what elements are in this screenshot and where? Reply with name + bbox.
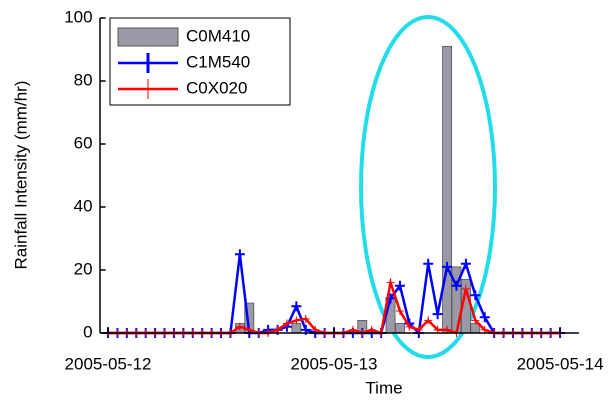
highlight-ellipse <box>359 15 497 359</box>
marker <box>451 280 462 291</box>
marker <box>394 280 405 291</box>
marker <box>432 309 443 320</box>
x-axis-label: Time <box>365 378 402 397</box>
x-tick-label: 2005-05-12 <box>65 354 152 373</box>
legend-swatch <box>117 27 179 47</box>
legend-label: C1M540 <box>186 52 250 71</box>
y-axis-label: Rainfall Intensity (mm/hr) <box>11 81 30 270</box>
line <box>108 277 561 335</box>
marker <box>442 261 453 272</box>
marker <box>234 249 245 260</box>
marker <box>235 322 244 331</box>
y-tick-label: 100 <box>64 7 92 26</box>
marker <box>424 316 433 325</box>
y-tick-label: 80 <box>74 70 93 89</box>
bar <box>291 323 302 334</box>
marker <box>470 290 481 301</box>
marker <box>291 301 302 312</box>
bar <box>442 45 452 334</box>
marker <box>386 278 395 287</box>
y-tick-label: 0 <box>83 322 92 341</box>
y-tick-label: 40 <box>74 196 93 215</box>
marker <box>479 312 490 323</box>
marker <box>461 284 470 293</box>
y-tick-label: 60 <box>74 133 93 152</box>
marker <box>301 314 310 323</box>
bar <box>395 323 405 334</box>
x-tick-label: 2005-05-14 <box>517 354 604 373</box>
legend-label: C0X020 <box>186 78 247 97</box>
marker <box>405 322 414 331</box>
marker <box>423 258 434 269</box>
line <box>108 254 561 336</box>
marker <box>471 316 480 325</box>
marker <box>282 319 291 328</box>
y-tick-label: 20 <box>74 259 93 278</box>
legend-label: C0M410 <box>186 26 250 45</box>
marker <box>460 258 471 269</box>
marker <box>292 316 301 325</box>
marker <box>395 306 404 315</box>
x-tick-label: 2005-05-13 <box>291 354 378 373</box>
